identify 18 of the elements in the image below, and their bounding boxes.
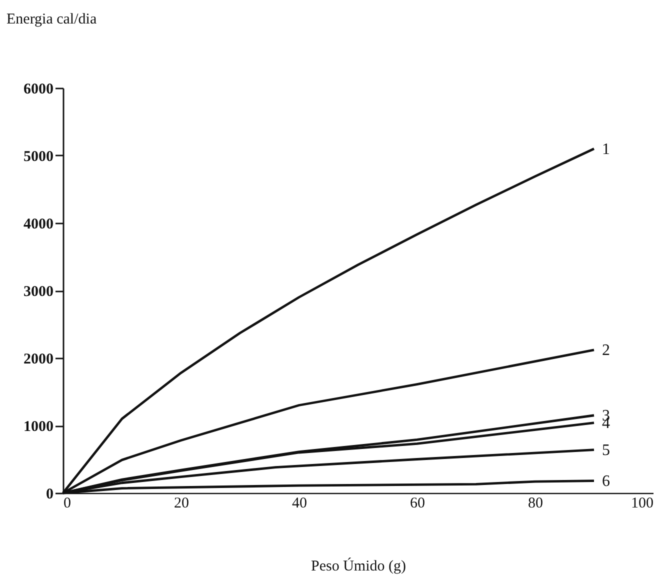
x-tick-label: 60 (410, 496, 425, 512)
series-label: 6 (602, 472, 610, 490)
y-tick-label: 4000 (24, 216, 54, 232)
x-tick-label: 40 (292, 496, 307, 512)
series-label: 1 (602, 140, 610, 158)
x-tick-label: 100 (631, 496, 654, 512)
y-axis-title: Energia cal/dia (6, 12, 97, 28)
y-tick-label: 6000 (24, 82, 54, 98)
series-label: 2 (602, 342, 610, 359)
x-axis-title: Peso Úmido (g) (311, 558, 406, 574)
x-tick-label: 80 (528, 496, 543, 512)
x-tick-label: 20 (174, 496, 189, 512)
y-tick-label: 2000 (24, 352, 54, 368)
y-tick-label: 5000 (24, 149, 54, 165)
series-label: 5 (602, 442, 610, 459)
y-tick-label: 1000 (24, 419, 54, 435)
y-tick-label: 3000 (24, 284, 54, 300)
x-tick-label: 0 (64, 496, 71, 512)
